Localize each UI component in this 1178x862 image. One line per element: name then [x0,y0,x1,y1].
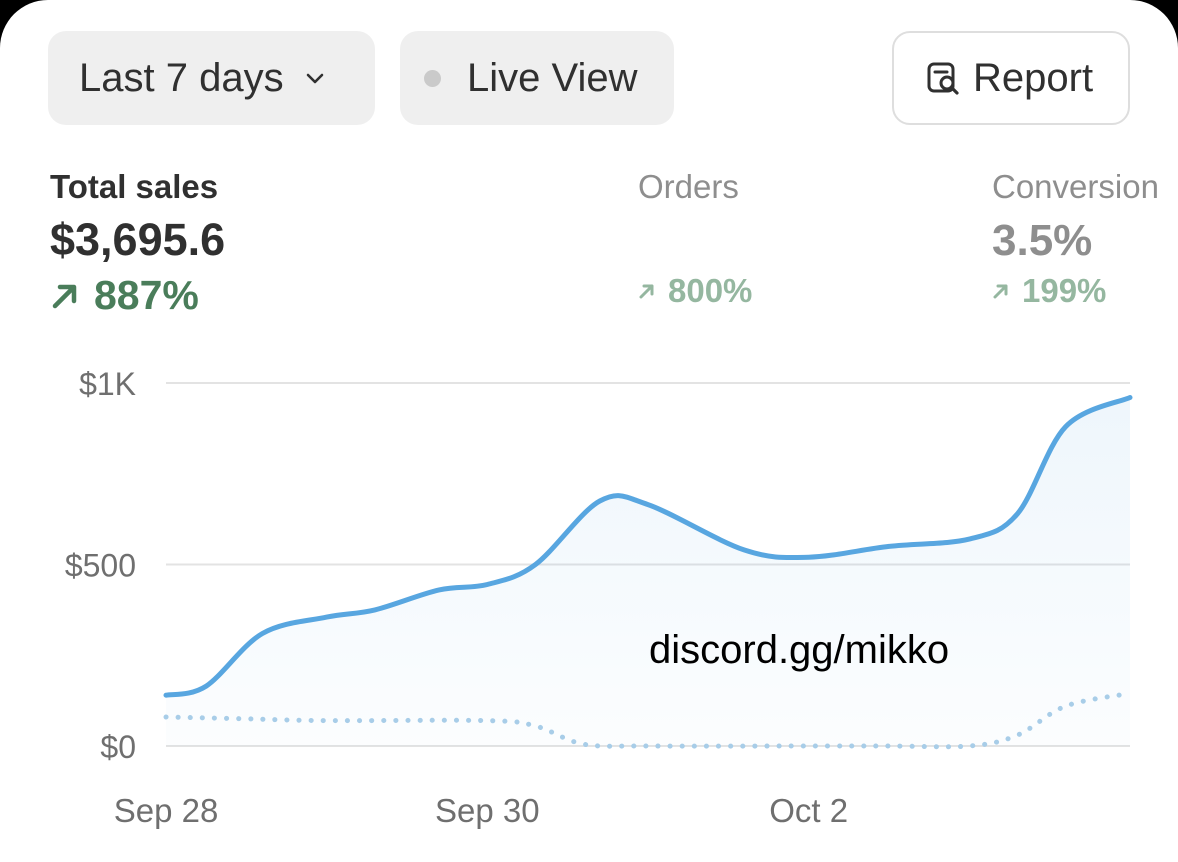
date-range-label: Last 7 days [79,55,284,100]
metric-change-value: 199% [1022,272,1107,309]
metric-value: $3,695.6 [50,214,226,265]
live-status-dot-icon [424,69,441,87]
metric-change-value: 800% [668,272,753,309]
metric-change: 199% [992,272,1106,310]
live-view-label: Live View [467,55,638,100]
arrow-up-right-icon [639,284,654,299]
x-tick-label: Sep 28 [114,792,219,829]
x-tick-label: Sep 30 [435,792,540,829]
report-search-icon [927,62,959,95]
date-range-dropdown[interactable]: Last 7 days [48,31,375,125]
metric-change-value: 887% [94,272,199,318]
metric-label: Orders [638,168,739,205]
metric-label: Conversion [992,168,1159,205]
arrow-up-right-icon [993,284,1008,299]
y-tick-label: $0 [100,729,136,765]
watermark-text: discord.gg/mikko [649,628,950,672]
report-label: Report [973,55,1094,100]
metric-change: 887% [50,272,199,319]
series-line-comparison [163,690,1133,750]
metric-label: Total sales [50,168,219,205]
y-tick-label: $500 [65,548,136,584]
metric-value: 3.5% [992,216,1093,265]
report-button[interactable]: Report [892,31,1130,125]
chevron-down-icon [306,73,323,84]
live-view-button[interactable]: Live View [400,31,674,125]
arrow-up-right-icon [52,284,77,308]
y-tick-label: $1K [79,366,136,402]
series-area-fill [166,397,1130,746]
series-line-current [163,395,1133,698]
metric-change: 800% [638,272,752,310]
x-tick-label: Oct 2 [769,792,848,829]
